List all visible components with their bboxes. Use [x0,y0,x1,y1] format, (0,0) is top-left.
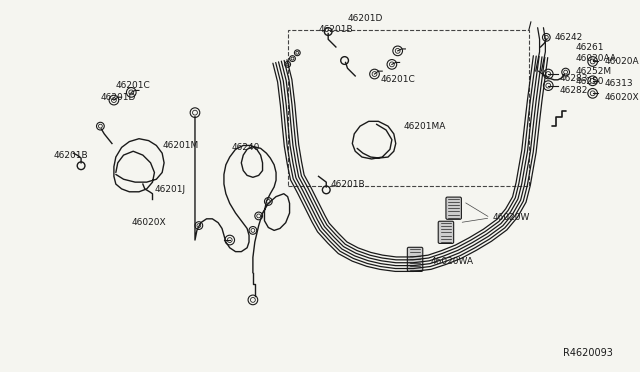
FancyBboxPatch shape [446,197,461,219]
Text: 46201C: 46201C [380,75,415,84]
Text: 46201B: 46201B [330,180,365,189]
Text: 46020A: 46020A [604,57,639,66]
Bar [287,30,529,186]
Text: 46201MA: 46201MA [403,122,446,131]
Text: 46240: 46240 [232,143,260,152]
Text: 46201B: 46201B [319,25,353,34]
Text: 46252M: 46252M [575,67,611,76]
FancyBboxPatch shape [438,221,454,243]
Text: 46261: 46261 [575,42,604,51]
Text: 46020WA: 46020WA [431,257,474,266]
Text: 46282: 46282 [560,86,588,95]
Text: 46201B: 46201B [53,151,88,160]
Text: R4620093: R4620093 [563,348,613,358]
Text: 46020X: 46020X [604,93,639,102]
Text: 46201D: 46201D [348,13,383,23]
Text: 46020W: 46020W [492,214,530,222]
FancyBboxPatch shape [407,247,423,272]
Text: 46201M: 46201M [162,141,198,150]
Text: 46250: 46250 [575,77,604,86]
Text: 46201C: 46201C [116,81,150,90]
Text: 46201D: 46201D [100,93,136,102]
Text: 46201J: 46201J [154,185,186,194]
Text: 46020AA: 46020AA [575,54,616,63]
Text: 46020X: 46020X [131,218,166,227]
Text: 46283: 46283 [560,74,588,83]
Text: 46313: 46313 [604,79,633,88]
Text: 46242: 46242 [555,33,583,42]
